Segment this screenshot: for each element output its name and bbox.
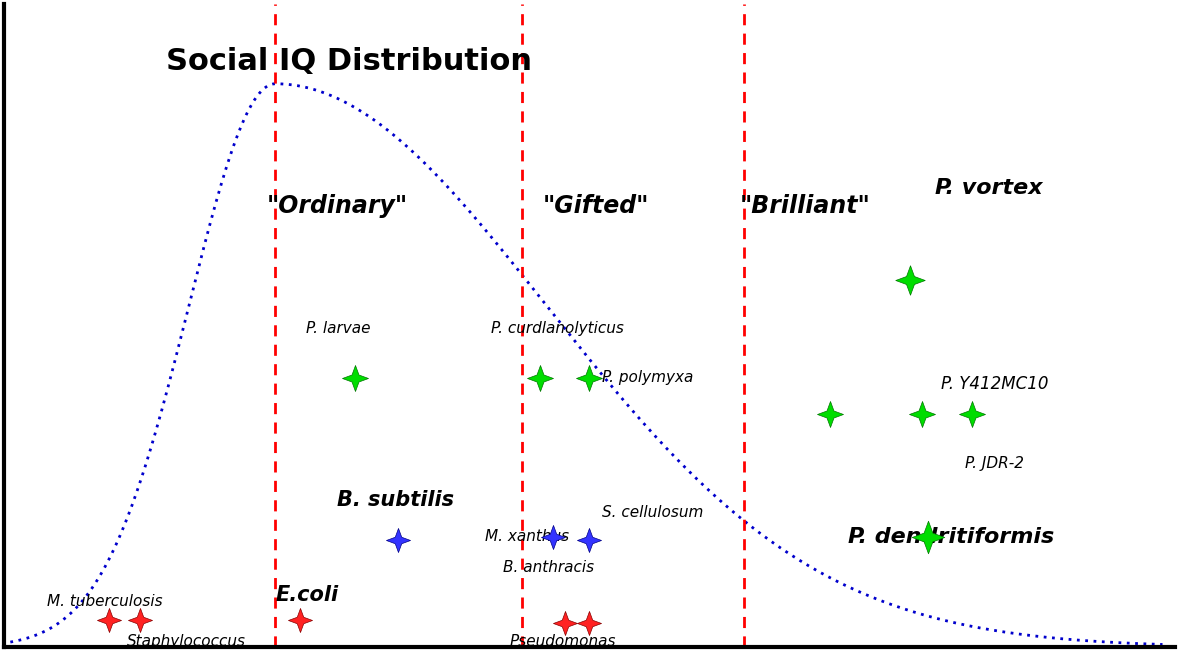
Point — [544, 532, 562, 542]
Text: Staphylococcus: Staphylococcus — [127, 634, 246, 649]
Point — [290, 614, 309, 625]
Text: P. dendritiformis: P. dendritiformis — [848, 527, 1054, 547]
Point — [555, 617, 574, 628]
Text: P. vortex: P. vortex — [935, 178, 1042, 198]
Text: "Gifted": "Gifted" — [542, 194, 648, 218]
Text: "Brilliant": "Brilliant" — [739, 194, 870, 218]
Text: Social IQ Distribution: Social IQ Distribution — [166, 47, 532, 76]
Text: P. polymyxa: P. polymyxa — [601, 370, 693, 385]
Text: B. anthracis: B. anthracis — [503, 560, 594, 575]
Point — [131, 614, 150, 625]
Text: E.coli: E.coli — [275, 585, 338, 605]
Point — [580, 535, 599, 545]
Text: P. larvae: P. larvae — [307, 321, 370, 336]
Point — [580, 617, 599, 628]
Text: M. tuberculosis: M. tuberculosis — [47, 594, 163, 609]
Point — [918, 532, 937, 542]
Point — [580, 373, 599, 383]
Point — [389, 535, 408, 545]
Text: P. curdlanolyticus: P. curdlanolyticus — [490, 321, 624, 336]
Text: M. xanthus: M. xanthus — [485, 529, 569, 544]
Text: S. cellulosum: S. cellulosum — [601, 505, 703, 520]
Text: "Ordinary": "Ordinary" — [266, 194, 408, 218]
Point — [99, 614, 118, 625]
Point — [821, 409, 839, 420]
Point — [913, 409, 931, 420]
Text: P. Y412MC10: P. Y412MC10 — [941, 375, 1048, 393]
Point — [531, 373, 549, 383]
Text: Pseudomonas: Pseudomonas — [509, 634, 615, 649]
Point — [345, 373, 364, 383]
Text: P. JDR-2: P. JDR-2 — [966, 456, 1025, 471]
Point — [901, 275, 920, 285]
Text: B. subtilis: B. subtilis — [337, 490, 454, 510]
Point — [962, 409, 981, 420]
